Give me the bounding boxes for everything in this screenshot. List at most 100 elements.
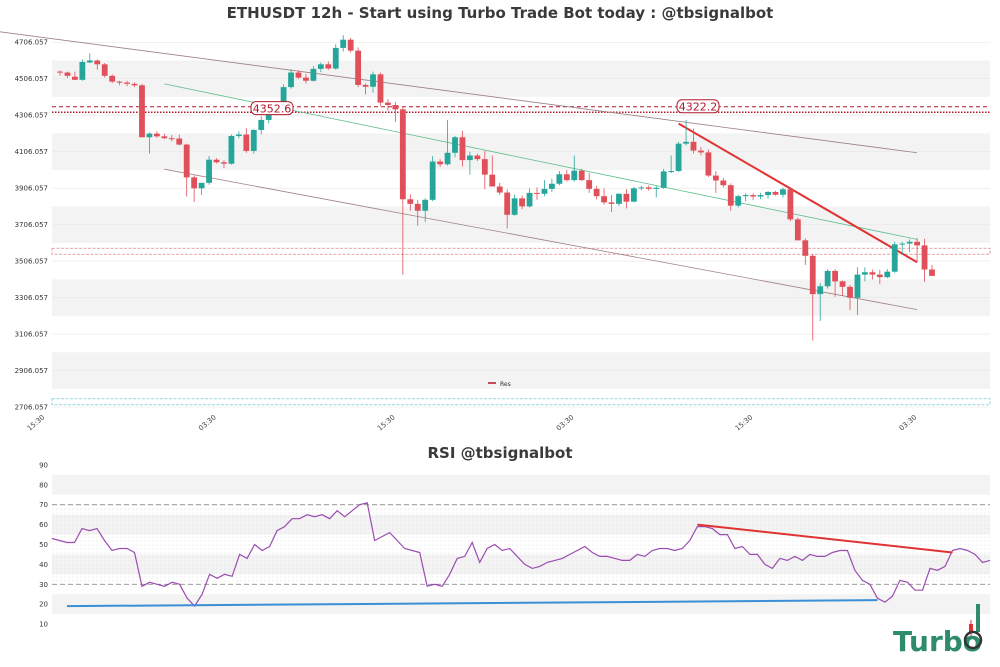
rsi-line (51, 502, 991, 608)
candle-body (422, 199, 429, 211)
candle-body (131, 83, 138, 86)
price-x-tick-label: 15:30 (26, 413, 47, 432)
rsi-y-tick-label: 50 (39, 541, 48, 549)
candle-body (698, 150, 704, 153)
candle-body (370, 74, 376, 87)
candle-body (101, 64, 108, 76)
rsi-y-tick-label: 60 (39, 521, 48, 529)
candle-body (727, 185, 734, 206)
candle-body (198, 182, 205, 189)
candle-body (578, 170, 585, 181)
legend-res-label: Res (500, 381, 511, 388)
candle-body (362, 84, 369, 87)
candle-body (161, 136, 168, 139)
candle-body (146, 133, 153, 138)
price-panel: 4706.057 4506.057 4306.057 4106.057 3906.057… (0, 24, 991, 433)
rsi-y-tick-label: 20 (39, 601, 48, 609)
rsi-title: RSI @tbsignalbot (427, 444, 572, 462)
candle-body (385, 102, 391, 105)
rsi-panel: 90 80 70 60 50 40 30 20 10 (39, 461, 991, 629)
price-y-tick-label: 4706.057 (15, 39, 48, 47)
candle-body (772, 191, 779, 195)
candle-body (541, 188, 548, 194)
candle-body (750, 195, 757, 197)
candle-body (720, 180, 727, 186)
candle-body (399, 109, 406, 200)
rsi-levels (52, 504, 990, 585)
candle-body (481, 159, 488, 175)
trendline-red (678, 122, 918, 264)
candle-body (824, 270, 831, 287)
channel-lower-line (164, 168, 918, 311)
candle-body (288, 72, 294, 88)
candle-body (884, 271, 891, 278)
resistance-zone (51, 247, 991, 255)
candle-body (765, 191, 771, 196)
candle-body (332, 47, 339, 69)
candle-body (645, 187, 652, 189)
level-label-box (676, 99, 720, 114)
candle-body (921, 245, 928, 270)
candle-body (310, 68, 317, 81)
candle-body (355, 50, 362, 85)
candle-body (280, 87, 287, 109)
candle-body (437, 161, 444, 165)
candle-body (116, 81, 123, 83)
candle-body (563, 174, 570, 181)
rsi-series-line (51, 502, 991, 608)
candle-body (839, 281, 846, 287)
candle-body (71, 76, 78, 80)
candle-body (914, 241, 921, 246)
candle-body (347, 39, 354, 51)
candle-body (906, 241, 913, 244)
rsi-band (52, 474, 990, 495)
candle-body (213, 159, 220, 163)
candle-body (862, 272, 868, 275)
level-label-text: 4322.2 (679, 101, 718, 114)
candle-body (265, 110, 272, 120)
candle-body (295, 72, 302, 78)
candle-body (630, 188, 637, 202)
candle-body (608, 202, 615, 204)
candle-body (228, 135, 235, 164)
rsi-y-tick-label: 70 (39, 501, 48, 509)
channel-upper-line (0, 31, 918, 154)
candle-body (79, 61, 86, 80)
candle-body (139, 85, 145, 138)
rsi-y-tick-label: 30 (39, 581, 48, 589)
candle-body (258, 119, 265, 130)
candle-body (876, 274, 883, 278)
candle-body (183, 144, 190, 178)
support-zone (51, 398, 991, 406)
candle-body (899, 243, 906, 245)
candle-body (221, 162, 227, 164)
price-y-tick-label: 3506.057 (15, 258, 48, 266)
candle-body (526, 192, 533, 207)
rsi-y-axis: 90 80 70 60 50 40 30 20 10 (39, 461, 48, 628)
price-y-tick-label: 4106.057 (15, 148, 48, 156)
price-y-tick-label: 3106.057 (15, 331, 48, 339)
candle-body (444, 152, 451, 165)
candle-body (124, 82, 130, 84)
level-label-text: 4352.6 (253, 103, 292, 116)
price-x-tick-label: 03:30 (555, 413, 576, 432)
rsi-neutral-zone (52, 504, 990, 585)
price-levels (51, 106, 991, 406)
candle-body (638, 187, 645, 189)
candle-body (794, 219, 801, 241)
candle-body (780, 189, 786, 195)
chart-title: ETHUSDT 12h - Start using Turbo Trade Bo… (227, 4, 774, 22)
candle-body (317, 64, 324, 69)
candle-body (325, 64, 332, 69)
candle-body (735, 196, 742, 206)
candle-body (243, 134, 250, 151)
rsi-resistance-trendline (697, 523, 953, 554)
candle-body (690, 141, 697, 151)
price-y-tick-label: 2906.057 (15, 367, 48, 375)
candle-body (847, 286, 853, 298)
rsi-support-trendline (67, 599, 878, 608)
logo-candles-icon (963, 604, 983, 650)
price-x-tick-label: 03:30 (197, 413, 218, 432)
price-x-axis: 15:30 03:30 15:30 03:30 15:30 03:30 (26, 413, 919, 432)
